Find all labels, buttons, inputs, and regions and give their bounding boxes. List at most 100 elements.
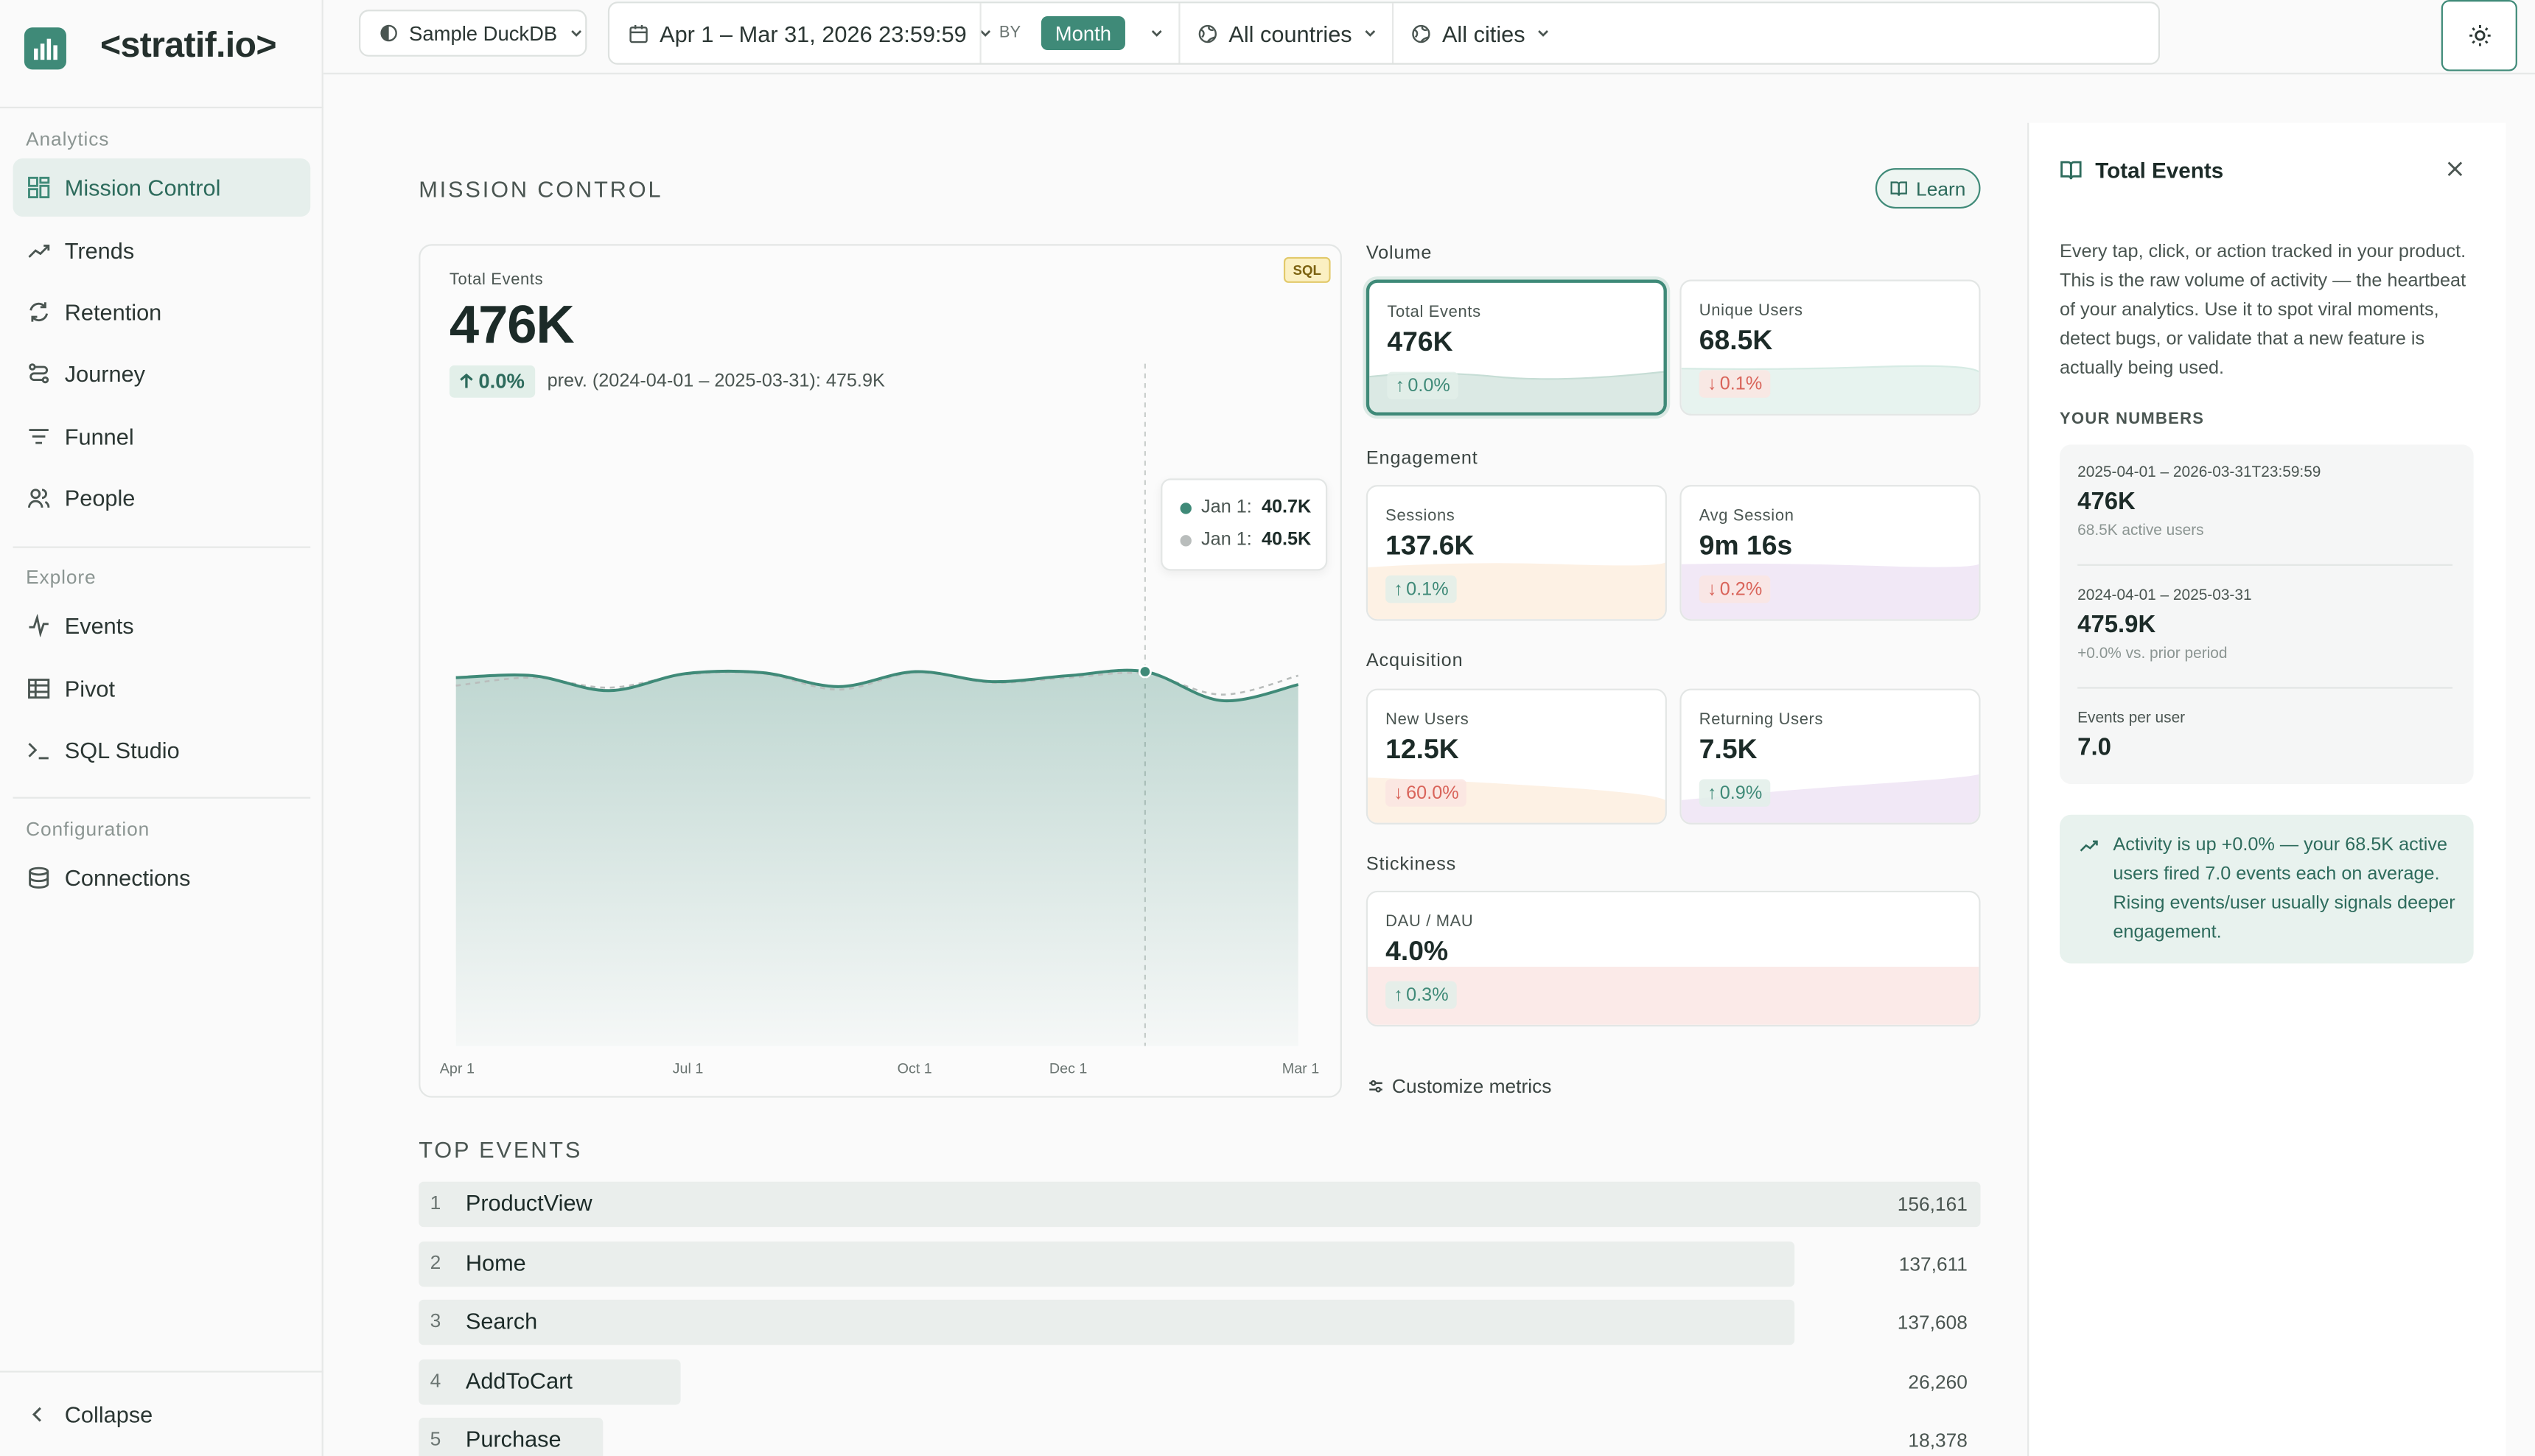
event-bar — [419, 1240, 1795, 1287]
number-value: 475.9K — [2077, 611, 2156, 639]
chevron-down-icon — [1151, 30, 1162, 37]
divider — [1178, 3, 1181, 63]
metric-delta: ↓ 0.1% — [1699, 370, 1771, 398]
event-rank: 4 — [430, 1368, 441, 1391]
top-event-row[interactable]: 1 ProductView 156,161 — [419, 1181, 1981, 1228]
x-tick-label: Jul 1 — [672, 1060, 704, 1077]
logo-text[interactable]: <stratif.io> — [100, 24, 277, 65]
customize-metrics-button[interactable]: Customize metrics — [1368, 1075, 1551, 1098]
collapse-label: Collapse — [64, 1401, 153, 1428]
event-name: ProductView — [465, 1189, 592, 1216]
nav-item-funnel[interactable]: Funnel — [13, 407, 311, 466]
journey-icon — [29, 363, 49, 384]
chevron-down-icon — [570, 30, 581, 37]
metric-label: Avg Session — [1699, 507, 1794, 526]
metric-value: 4.0% — [1385, 936, 1449, 967]
granularity-button[interactable]: Month — [1041, 15, 1125, 51]
delta-value: 60.0% — [1406, 783, 1459, 803]
delta-value: 0.0% — [478, 370, 525, 393]
nav-label: Events — [64, 612, 134, 639]
page-title: MISSION CONTROL — [419, 176, 663, 203]
divider — [13, 797, 311, 799]
event-count: 156,161 — [1897, 1193, 1968, 1216]
metric-delta: ↑ 0.1% — [1385, 575, 1457, 603]
event-count: 18,378 — [1908, 1429, 1968, 1452]
sliders-icon — [1369, 1080, 1382, 1093]
nav-label: Retention — [64, 298, 162, 325]
country-filter[interactable]: All countries — [1198, 3, 1378, 63]
metric-card-sessions[interactable]: Sessions 137.6K ↑ 0.1% — [1366, 485, 1667, 621]
number-prior: 2024-04-01 – 2025-03-31 475.9K +0.0% vs.… — [2077, 587, 2452, 662]
nav-item-pivot[interactable]: Pivot — [13, 659, 311, 718]
insight-text: Activity is up +0.0% — your 68.5K active… — [2113, 836, 2455, 943]
datasource-select[interactable]: Sample DuckDB — [359, 10, 587, 57]
nav-group-explore: Explore — [26, 565, 97, 589]
customize-label: Customize metrics — [1391, 1074, 1552, 1098]
nav-item-journey[interactable]: Journey — [13, 344, 311, 402]
nav-item-events[interactable]: Events — [13, 597, 311, 655]
nav-item-retention[interactable]: Retention — [13, 283, 311, 341]
arrow-up-icon: ↑ — [1394, 579, 1403, 599]
x-tick-label: Apr 1 — [439, 1060, 475, 1077]
event-bar — [419, 1358, 682, 1404]
tooltip-value: 40.7K — [1261, 497, 1312, 518]
metric-label: Sessions — [1385, 507, 1455, 526]
metric-card-total-events[interactable]: Total Events 476K ↑ 0.0% — [1366, 279, 1667, 416]
close-icon[interactable] — [2446, 160, 2464, 178]
metric-card-avg-session[interactable]: Avg Session 9m 16s ↓ 0.2% — [1679, 485, 1981, 621]
terminal-icon — [28, 743, 49, 760]
metric-card-new-users[interactable]: New Users 12.5K ↓ 60.0% — [1366, 688, 1667, 825]
number-date: 2025-04-01 – 2026-03-31T23:59:59 — [2077, 463, 2321, 482]
event-rank: 1 — [430, 1191, 441, 1214]
top-event-row[interactable]: 3 Search 137,608 — [419, 1299, 1980, 1345]
metric-label: Total Events — [1387, 304, 1481, 322]
metric-value: 7.5K — [1699, 734, 1758, 765]
date-range-select[interactable]: Apr 1 – Mar 31, 2026 23:59:59 — [629, 3, 992, 63]
section-title-stickiness: Stickiness — [1366, 855, 1457, 875]
nav-item-sql-studio[interactable]: SQL Studio — [13, 721, 311, 779]
event-bar — [419, 1418, 603, 1456]
collapse-button[interactable]: Collapse — [0, 1371, 324, 1456]
granularity-dropdown[interactable] — [1150, 3, 1164, 63]
theme-toggle-button[interactable] — [2441, 0, 2517, 71]
database-icon — [29, 867, 49, 889]
chevron-down-icon — [980, 30, 990, 37]
metric-label: New Users — [1385, 711, 1469, 729]
event-count: 137,608 — [1897, 1311, 1968, 1334]
top-event-row[interactable]: 4 AddToCart 26,260 — [419, 1358, 1980, 1404]
number-value: 476K — [2077, 488, 2136, 516]
metric-delta: ↑ 0.3% — [1385, 981, 1457, 1009]
sql-badge[interactable]: SQL — [1283, 256, 1331, 283]
sparkline — [1368, 966, 1979, 1025]
book-icon — [1890, 181, 1908, 196]
metric-card-unique-users[interactable]: Unique Users 68.5K ↓ 0.1% — [1679, 279, 1981, 416]
metric-card-dau-mau[interactable]: DAU / MAU 4.0% ↑ 0.3% — [1366, 890, 1981, 1027]
trend-icon — [2080, 840, 2098, 852]
section-title-engagement: Engagement — [1366, 449, 1478, 469]
top-events-title: TOP EVENTS — [419, 1136, 583, 1163]
nav-group-analytics: Analytics — [26, 127, 110, 151]
trend-icon — [28, 245, 50, 258]
nav-item-connections[interactable]: Connections — [13, 849, 311, 907]
divider — [2077, 687, 2453, 689]
nav-item-people[interactable]: People — [13, 469, 311, 527]
grid-icon — [28, 176, 50, 199]
number-value: 7.0 — [2077, 734, 2111, 762]
chevron-left-icon — [32, 1407, 41, 1422]
delta-badge: 0.0% — [449, 365, 535, 398]
panel-description: Every tap, click, or action tracked in y… — [2060, 242, 2466, 379]
metric-card-returning-users[interactable]: Returning Users 7.5K ↑ 0.9% — [1679, 688, 1981, 825]
learn-button[interactable]: Learn — [1875, 168, 1981, 209]
city-filter[interactable]: All cities — [1411, 3, 1550, 63]
your-numbers-heading: YOUR NUMBERS — [2060, 410, 2205, 429]
top-event-row[interactable]: 2 Home 137,611 — [419, 1240, 1980, 1287]
nav-item-trends[interactable]: Trends — [13, 222, 311, 280]
nav-item-mission-control[interactable]: Mission Control — [13, 158, 311, 217]
delta-value: 0.2% — [1719, 579, 1763, 599]
nav-label: People — [64, 485, 136, 511]
nav-label: Pivot — [64, 676, 116, 702]
top-event-row[interactable]: 5 Purchase 18,378 — [419, 1418, 1980, 1456]
section-title-acquisition: Acquisition — [1366, 651, 1464, 671]
retention-icon — [29, 302, 49, 322]
event-count: 137,611 — [1898, 1252, 1968, 1275]
